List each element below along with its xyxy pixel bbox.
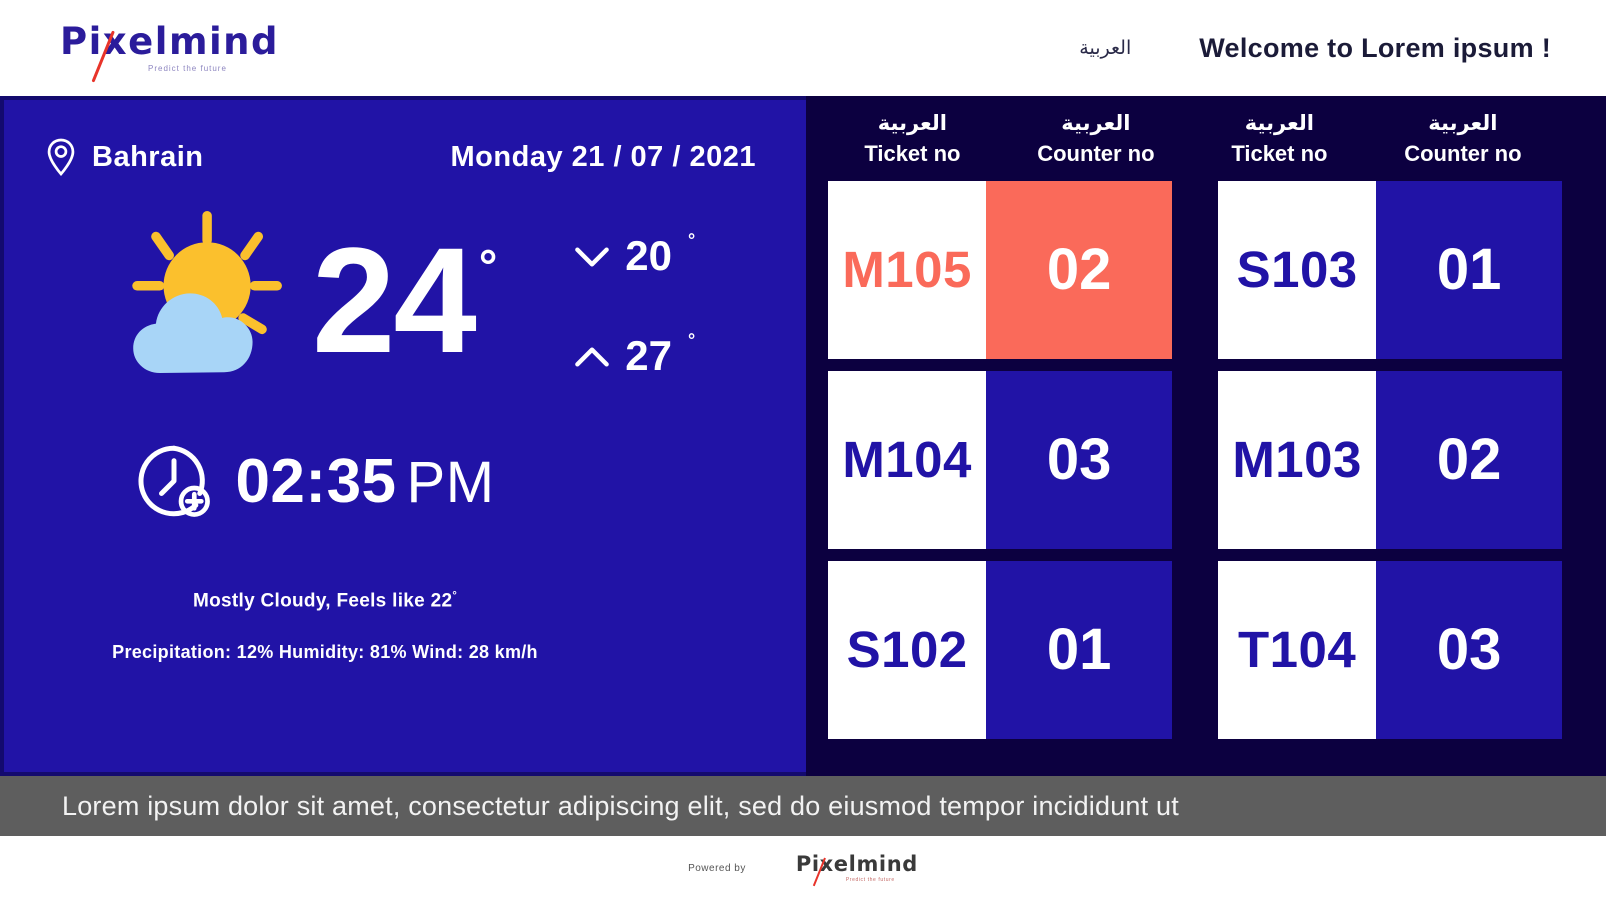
weather-main-row: 24 ° 20 ° 27 °: [4, 176, 806, 390]
powered-by-label: Powered by: [688, 862, 746, 874]
ticket-number: M105: [828, 180, 987, 359]
page-footer: Powered by Pixelmind Predict the future: [0, 836, 1606, 900]
ticket-number: T104: [1218, 560, 1377, 739]
location-group: Bahrain: [44, 138, 203, 176]
footer-brand-wordmark: Pixelmind: [795, 851, 918, 876]
news-ticker-bar: Lorem ipsum dolor sit amet, consectetur …: [0, 776, 1606, 836]
ticket-board: العربية Ticket no العربية Counter no الع…: [806, 96, 1606, 776]
ticker-text: Lorem ipsum dolor sit amet, consectetur …: [62, 790, 1179, 821]
temperature-low-row: 20 °: [573, 230, 696, 280]
current-time-meridiem: PM: [406, 449, 495, 515]
chevron-down-icon: [575, 247, 610, 267]
brand-logo[interactable]: Pixelmind Predict the future: [60, 20, 280, 83]
clock-plus-icon: [138, 445, 211, 517]
ticket-number: M103: [1218, 370, 1377, 549]
sun-behind-cloud-icon: [132, 210, 282, 373]
header-ticket-no-left: العربية Ticket no: [828, 110, 997, 168]
header-ticket-arabic-left: العربية: [877, 111, 947, 135]
clock-group: 02:35 PM: [4, 442, 806, 520]
weather-panel: Bahrain Monday 21 / 07 / 2021 24 °: [0, 96, 806, 776]
current-time-group: 02:35 PM: [235, 446, 494, 517]
location-name: Bahrain: [92, 140, 204, 173]
brand-tagline: Predict the future: [148, 64, 227, 73]
weather-description: Mostly Cloudy, Feels like 22: [192, 590, 453, 612]
chevron-up-icon: [575, 347, 610, 367]
location-pin-icon: [47, 138, 75, 176]
header-counter-arabic-left: العربية: [1061, 111, 1131, 135]
header-counter-english-right: Counter no: [1404, 141, 1522, 167]
ticket-number: M104: [828, 370, 987, 549]
table-row[interactable]: T104 03: [1218, 560, 1562, 739]
counter-number: 02: [1376, 370, 1562, 549]
weather-header-row: Bahrain Monday 21 / 07 / 2021: [4, 100, 806, 176]
counter-number: 01: [986, 560, 1172, 739]
counter-number: 02: [986, 180, 1172, 359]
current-temperature: 24: [312, 215, 477, 384]
ticket-number: S102: [828, 560, 987, 739]
language-switch-arabic[interactable]: العربية: [1079, 37, 1132, 59]
temperature-high: 27: [625, 332, 672, 379]
board-column-right: S103 01 M103 02 T104 03: [1218, 180, 1562, 739]
board-header-row: العربية Ticket no العربية Counter no الع…: [828, 96, 1562, 168]
temperature-low: 20: [625, 232, 672, 279]
current-time: 02:35: [235, 446, 397, 516]
table-row[interactable]: M105 02: [828, 180, 1172, 359]
feels-like-degree: °: [452, 590, 458, 602]
table-row[interactable]: M103 02: [1218, 370, 1562, 549]
welcome-message: Welcome to Lorem ipsum !: [1199, 32, 1551, 63]
main-content: Bahrain Monday 21 / 07 / 2021 24 °: [0, 96, 1606, 776]
footer-brand-tagline: Predict the future: [845, 876, 895, 883]
temperature-low-degree: °: [687, 230, 696, 250]
temperature-high-row: 27 °: [573, 330, 696, 380]
board-header-group-right: العربية Ticket no العربية Counter no: [1195, 110, 1562, 168]
board-header-group-left: العربية Ticket no العربية Counter no: [828, 110, 1195, 168]
brand-wordmark: Pixelmind: [60, 20, 280, 63]
header-ticket-english-left: Ticket no: [864, 141, 961, 167]
header-counter-english-left: Counter no: [1037, 141, 1155, 167]
counter-number: 03: [986, 370, 1172, 549]
weather-stats: Precipitation: 12% Humidity: 81% Wind: 2…: [112, 642, 538, 663]
ticket-number: S103: [1218, 180, 1377, 359]
counter-number: 03: [1376, 560, 1562, 739]
temperature-degree-symbol: °: [478, 239, 497, 292]
table-row[interactable]: S103 01: [1218, 180, 1562, 359]
table-row[interactable]: M104 03: [828, 370, 1172, 549]
temperature-high-degree: °: [687, 330, 696, 350]
header-counter-arabic-right: العربية: [1428, 111, 1498, 135]
current-temperature-group: 24 °: [312, 215, 497, 384]
weather-description-row: Mostly Cloudy, Feels like 22°: [4, 590, 806, 612]
board-column-left: M105 02 M104 03 S102 01: [828, 180, 1172, 739]
header-ticket-no-right: العربية Ticket no: [1195, 110, 1364, 168]
current-date: Monday 21 / 07 / 2021: [450, 140, 756, 173]
page-header: Pixelmind Predict the future العربية Wel…: [0, 0, 1606, 96]
temperature-range-group: 20 ° 27 °: [573, 230, 696, 380]
footer-brand-logo[interactable]: Pixelmind Predict the future: [795, 851, 918, 886]
table-row[interactable]: S102 01: [828, 560, 1172, 739]
header-ticket-english-right: Ticket no: [1231, 141, 1328, 167]
header-counter-no-right: العربية Counter no: [1364, 110, 1562, 168]
header-right-group: العربية Welcome to Lorem ipsum !: [1079, 33, 1551, 64]
header-ticket-arabic-right: العربية: [1244, 111, 1314, 135]
counter-number: 01: [1376, 180, 1562, 359]
header-counter-no-left: العربية Counter no: [997, 110, 1195, 168]
board-columns: M105 02 M104 03 S102 01 S103 01 M: [828, 180, 1562, 739]
